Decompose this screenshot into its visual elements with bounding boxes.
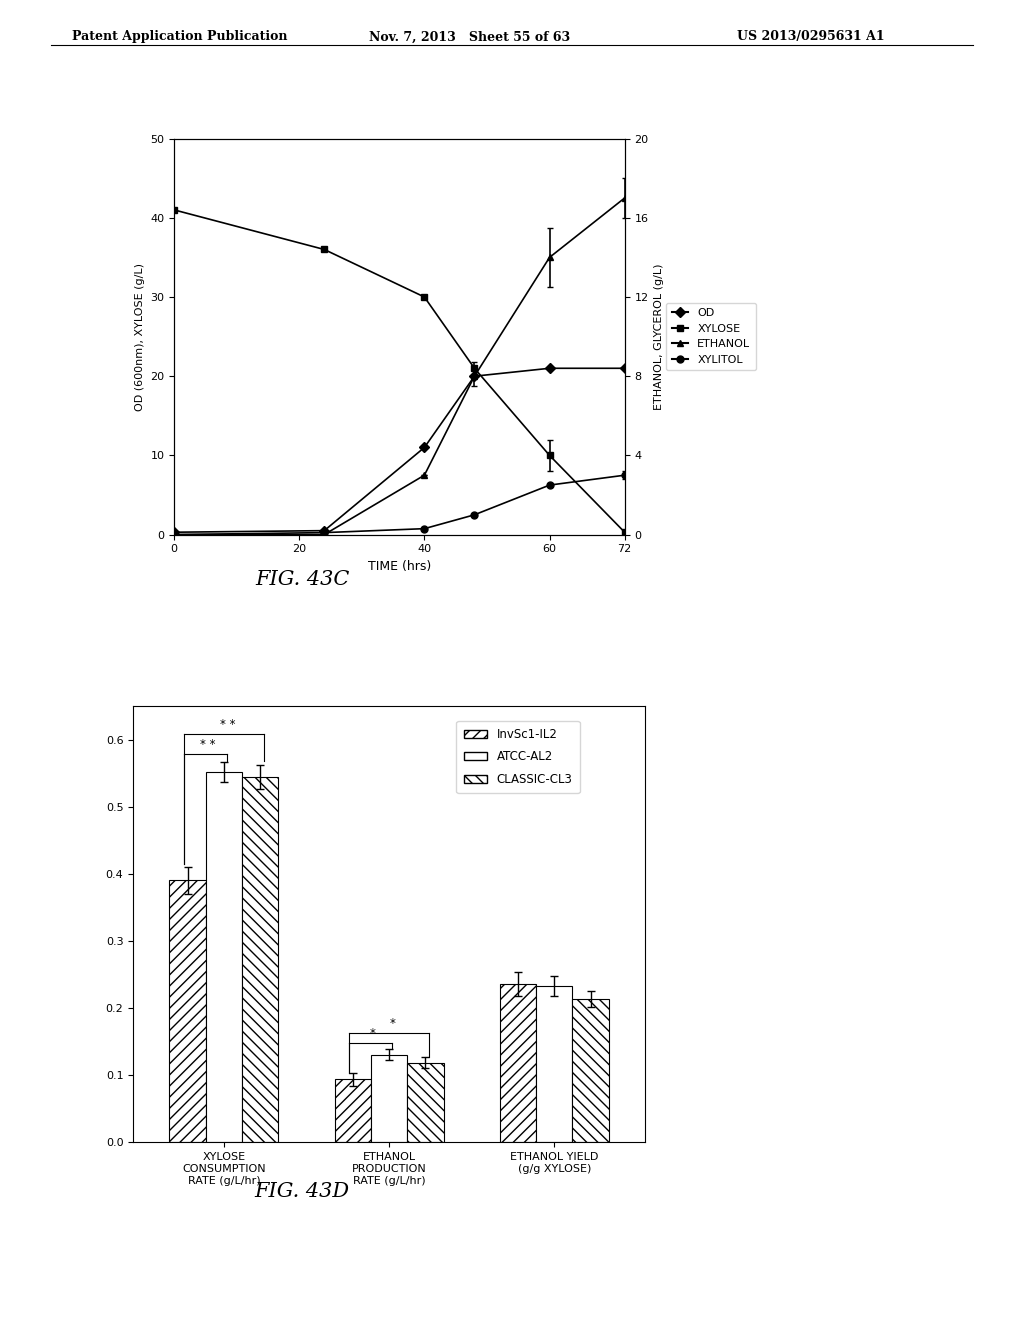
- Legend: OD, XYLOSE, ETHANOL, XYLITOL: OD, XYLOSE, ETHANOL, XYLITOL: [667, 302, 756, 371]
- Text: Nov. 7, 2013   Sheet 55 of 63: Nov. 7, 2013 Sheet 55 of 63: [369, 30, 569, 44]
- Text: US 2013/0295631 A1: US 2013/0295631 A1: [737, 30, 885, 44]
- Bar: [335, 1080, 371, 1142]
- Text: Patent Application Publication: Patent Application Publication: [72, 30, 287, 44]
- Text: *: *: [389, 1016, 395, 1030]
- Bar: [537, 986, 572, 1142]
- Text: * *: * *: [219, 718, 236, 731]
- Y-axis label: ETHANOL, GLYCEROL (g/L): ETHANOL, GLYCEROL (g/L): [654, 264, 664, 409]
- Legend: InvSc1-IL2, ATCC-AL2, CLASSIC-CL3: InvSc1-IL2, ATCC-AL2, CLASSIC-CL3: [457, 721, 580, 793]
- Bar: [572, 999, 609, 1142]
- Text: *: *: [370, 1027, 376, 1040]
- Bar: [169, 880, 206, 1142]
- Bar: [500, 985, 537, 1142]
- Bar: [408, 1063, 443, 1142]
- Text: FIG. 43C: FIG. 43C: [255, 570, 349, 589]
- Bar: [371, 1055, 408, 1142]
- X-axis label: TIME (hrs): TIME (hrs): [368, 560, 431, 573]
- Bar: [242, 776, 279, 1142]
- Text: * *: * *: [200, 738, 215, 751]
- Y-axis label: OD (600nm), XYLOSE (g/L): OD (600nm), XYLOSE (g/L): [135, 263, 144, 411]
- Bar: [206, 772, 242, 1142]
- Text: FIG. 43D: FIG. 43D: [255, 1183, 349, 1201]
